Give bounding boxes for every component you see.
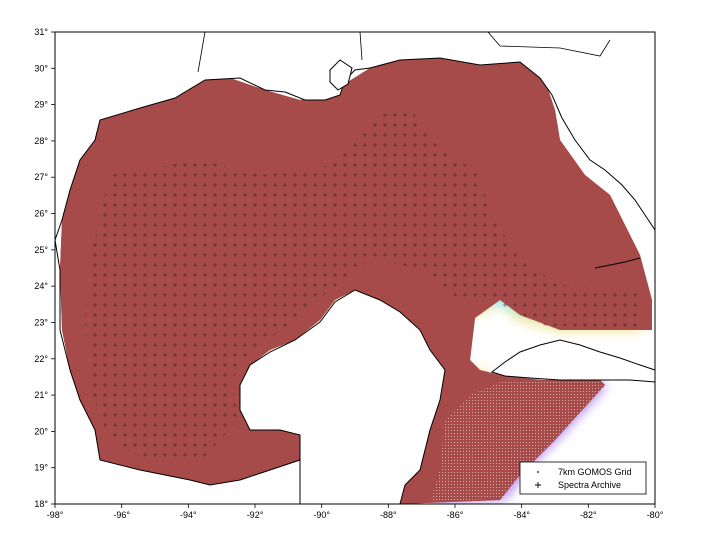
y-tick-label: 23°	[34, 317, 48, 327]
x-tick-label: -86°	[447, 510, 464, 520]
x-tick-label: -98°	[47, 510, 64, 520]
y-tick-label: 28°	[34, 136, 48, 146]
x-tick-label: -88°	[380, 510, 397, 520]
legend-spectra-marker	[535, 482, 541, 488]
us-gulf-coast	[54, 31, 656, 241]
state-border	[487, 31, 611, 57]
x-tick-label: -90°	[313, 510, 330, 520]
y-tick-label: 26°	[34, 209, 48, 219]
x-tick-label: -96°	[113, 510, 130, 520]
y-tick-label: 21°	[34, 390, 48, 400]
y-tick-label: 27°	[34, 172, 48, 182]
y-tick-label: 31°	[34, 27, 48, 37]
y-tick-label: 18°	[34, 499, 48, 509]
model-domain	[60, 58, 652, 504]
y-tick-label: 29°	[34, 100, 48, 110]
state-border-2	[359, 31, 363, 61]
y-tick-label: 25°	[34, 245, 48, 255]
y-tick-label: 22°	[34, 354, 48, 364]
y-tick-label: 19°	[34, 463, 48, 473]
cuba-island	[490, 339, 656, 383]
legend-grid-marker	[537, 471, 539, 473]
x-tick-label: -82°	[580, 510, 597, 520]
x-tick-label: -80°	[647, 510, 664, 520]
florida-keys	[594, 257, 641, 269]
legend-box	[519, 461, 647, 495]
yucatan-peninsula	[239, 289, 446, 505]
plot-frame	[54, 31, 656, 505]
x-axis: -98° -96° -94° -92° -90° -88° -86° -84° -82° -80°	[47, 504, 664, 520]
spectra-archive-markers	[85, 108, 640, 462]
caribbean-grid-texture	[430, 382, 605, 502]
x-tick-label: -94°	[180, 510, 197, 520]
y-tick-label: 24°	[34, 281, 48, 291]
legend: 7km GOMOS Grid Spectra Archive	[519, 461, 647, 495]
mississippi-delta	[329, 59, 353, 91]
x-tick-label: -92°	[247, 510, 264, 520]
y-tick-label: 30°	[34, 63, 48, 73]
coastlines	[54, 31, 656, 505]
x-tick-label: -84°	[513, 510, 530, 520]
y-tick-label: 20°	[34, 426, 48, 436]
y-axis: 18° 19° 20° 21° 22° 23° 24° 25° 26° 27° 28° 29° 30° 3…	[34, 27, 55, 509]
legend-spectra-label: Spectra Archive	[558, 480, 621, 490]
state-border-3	[197, 31, 206, 73]
legend-grid-label: 7km GOMOS Grid	[558, 467, 632, 477]
